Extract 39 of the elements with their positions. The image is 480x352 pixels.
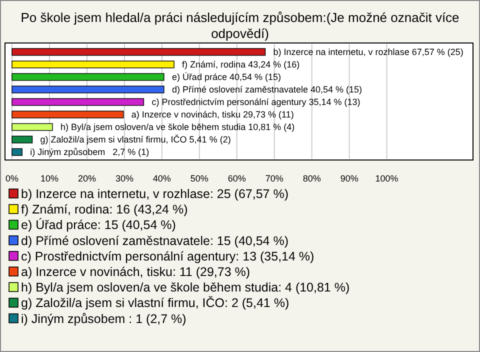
category-label: c) Prostřednictvím personální agentury 35,14 % (13): [152, 97, 360, 107]
text: b) Inzerce na internetu, v rozhlase: 25 (67,57 %): [21, 187, 289, 201]
x-tick-label: 60%: [228, 173, 246, 184]
category-label: a) Inzerce v novinách, tisku 29,73 % (11): [131, 110, 294, 120]
category-label: h) Byl/a jsem osloven/a ve škole během studia 10,81 % (4): [60, 122, 295, 132]
category-label: g) Založil/a jsem si vlastní firmu, IČO 5,41 % (2): [40, 134, 231, 145]
text: d) Přímé oslovení zaměstnavatele: 15 (40,54 %): [21, 234, 288, 248]
x-tick-label: 10%: [40, 173, 58, 184]
text: e) Úřad práce: 15 (40,54 %): [21, 218, 176, 232]
bar: [12, 73, 164, 81]
category-label: b) Inzerce na internetu, v rozhlase 67,57 % (25): [273, 46, 464, 57]
text: c) Prostřednictvím personální agentury: 13 (35,14 %): [21, 249, 314, 264]
x-tick-label: 30%: [115, 173, 134, 184]
x-tick-label: 90%: [340, 173, 358, 184]
x-tick-label: 100%: [375, 173, 398, 184]
text: i) Jiným způsobem : 1 (2,7 %): [21, 312, 186, 326]
bar: [12, 136, 33, 144]
text: f) Známí, rodina: 16 (43,24 %): [21, 202, 188, 217]
bar: [12, 123, 53, 131]
bar: [12, 98, 144, 106]
chart-title: Po škole jsem hledal/a práci následujícím způsobem:(Je možné označit více odpovědí): [20, 10, 460, 41]
x-tick-label: 50%: [190, 173, 208, 184]
x-tick-label: 70%: [265, 173, 284, 184]
bar: [12, 86, 164, 94]
category-label: f) Známí, rodina 43,24 % (16): [182, 59, 300, 70]
text: h) Byl/a jsem osloven/a ve škole během studia: 4 (10,81 %): [21, 280, 350, 295]
category-label: i) Jiným způsobem 2,7 % (1): [30, 147, 150, 158]
category-label: d) Přímé oslovení zaměstnavatele 40,54 % (15): [172, 84, 362, 94]
bar: [12, 148, 22, 156]
x-tick-label: 20%: [78, 173, 96, 184]
bar: [12, 48, 266, 56]
x-tick-label: 0%: [5, 173, 19, 184]
bar: [12, 110, 124, 118]
text: g) Založil/a jsem si vlastní firmu, IČO: 2 (5,41 %): [21, 296, 290, 310]
category-label: e) Úřad práce 40,54 % (15): [172, 72, 282, 82]
text: a) Inzerce v novinách, tisku: 11 (29,73 %): [21, 265, 250, 279]
bar: [12, 60, 174, 68]
x-tick-label: 80%: [302, 173, 321, 184]
x-tick-label: 40%: [152, 173, 171, 184]
